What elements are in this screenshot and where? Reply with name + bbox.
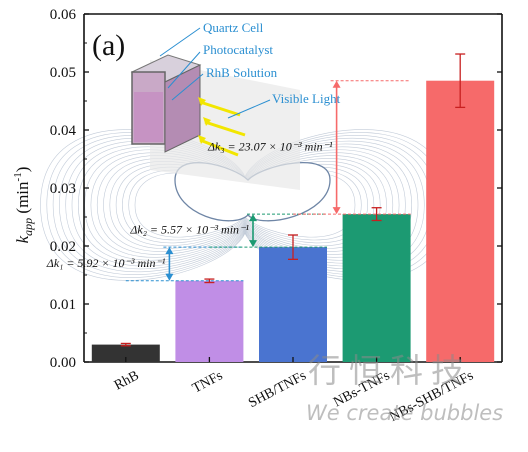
light-ray (204, 120, 246, 137)
y-axis-label: kapp (min-1) (12, 167, 35, 244)
delta-arrowhead-up (249, 214, 257, 222)
x-tick-label: RhB (112, 368, 142, 393)
bar (175, 280, 244, 362)
x-tick-label: TNFs (190, 368, 225, 396)
y-tick-label: 0.03 (50, 181, 76, 197)
inset-leader-light (227, 99, 271, 119)
delta-label: Δk₁ = 5.92 × 10⁻³ min⁻¹ (46, 256, 166, 270)
light-ray-head (198, 135, 206, 144)
y-tick-label: 0.04 (50, 123, 77, 139)
quartz-cell-side (164, 64, 201, 153)
rhb-solution (134, 92, 163, 142)
inset-label-rhb-solution: RhB Solution (206, 65, 278, 80)
inset-label-photocatalyst: Photocatalyst (203, 42, 273, 57)
y-tick-label: 0.05 (50, 65, 76, 81)
inset-label-quartz-cell: Quartz Cell (203, 20, 264, 35)
y-tick-label: 0.02 (50, 239, 76, 255)
inset-label-visible-light: Visible Light (272, 91, 341, 106)
x-tick-label: SHB/TNFs (246, 368, 309, 411)
light-ray (199, 100, 241, 117)
delta-arrowhead-down (249, 240, 257, 248)
delta-arrowhead-down (165, 273, 174, 281)
watermark-english: We create bubbles (306, 401, 503, 425)
watermark-chinese: 行恒科技 (308, 351, 472, 390)
y-tick-label: 0.01 (50, 297, 76, 313)
bar (342, 214, 411, 362)
inset-leader-photocatalyst (167, 51, 201, 89)
delta-arrowhead-down (332, 207, 341, 215)
bar (259, 247, 327, 362)
delta-label: Δk₃ = 23.07 × 10⁻³ min⁻¹ (207, 139, 333, 153)
y-tick-label: 0.06 (50, 7, 77, 23)
bar (91, 344, 160, 362)
y-tick-label: 0.00 (50, 355, 76, 371)
delta-arrowhead-up (332, 80, 341, 88)
bar (426, 80, 495, 362)
inset-leader-quartz (159, 27, 201, 57)
delta-label: Δk₂ = 5.57 × 10⁻³ min⁻¹ (129, 223, 249, 237)
inset-leader-rhb (171, 73, 204, 101)
light-ray-head (203, 117, 211, 126)
panel-label: (a) (92, 29, 125, 62)
delta-arrowhead-up (165, 247, 174, 255)
light-ray-head (198, 97, 206, 106)
photoreactor-inset: Quartz Cell Photocatalyst RhB Solution V… (130, 20, 341, 190)
light-ray (199, 138, 239, 157)
